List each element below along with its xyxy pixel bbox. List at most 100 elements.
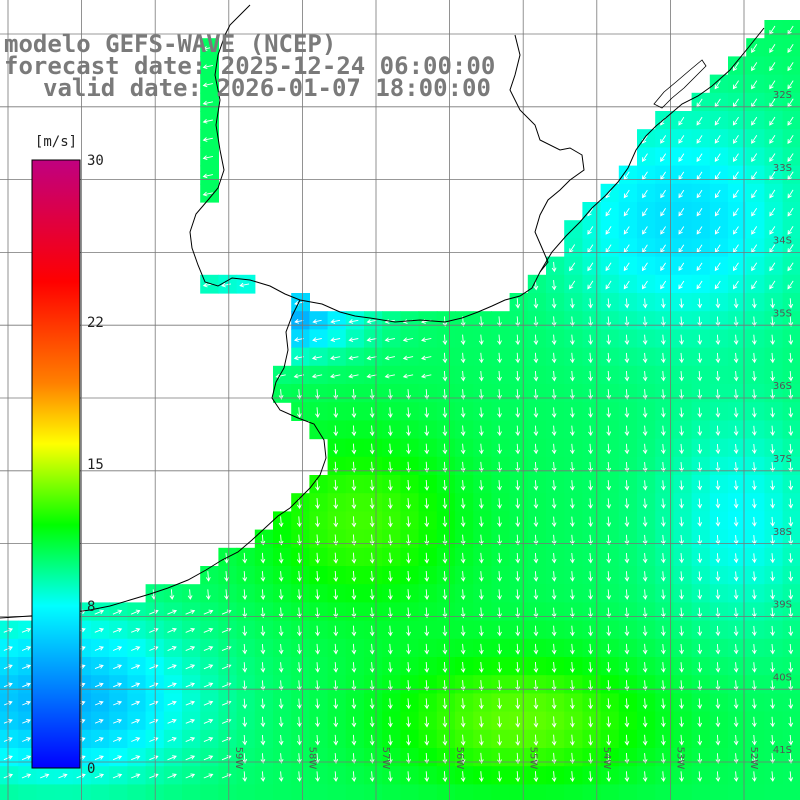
speed-cell xyxy=(746,147,765,167)
speed-cell xyxy=(564,547,583,567)
speed-cell xyxy=(364,729,383,749)
wind-arrow xyxy=(770,371,775,382)
wind-arrow xyxy=(533,625,539,637)
wind-arrow xyxy=(460,498,466,509)
wind-arrow xyxy=(569,389,575,400)
speed-cell xyxy=(564,493,583,512)
speed-cell xyxy=(764,220,784,239)
speed-cell xyxy=(509,420,529,440)
speed-cell xyxy=(764,293,784,312)
wind-arrow xyxy=(588,316,593,327)
wind-arrow xyxy=(442,589,448,600)
speed-cell xyxy=(345,420,365,440)
wind-arrow xyxy=(260,552,266,564)
wind-arrow xyxy=(787,153,794,163)
wind-arrow xyxy=(94,718,104,724)
speed-cell xyxy=(618,402,638,421)
speed-cell xyxy=(600,566,620,585)
speed-cell xyxy=(764,729,784,749)
speed-cell xyxy=(436,748,456,767)
wind-arrow xyxy=(424,389,430,400)
speed-cell xyxy=(364,784,383,800)
speed-cell xyxy=(655,183,674,203)
speed-cell xyxy=(600,729,620,749)
speed-cell xyxy=(291,566,310,585)
wind-arrow xyxy=(588,407,593,418)
wind-arrow xyxy=(424,552,430,564)
speed-cell xyxy=(582,420,602,440)
wind-arrow xyxy=(569,643,575,655)
wind-arrow xyxy=(333,407,339,418)
speed-cell xyxy=(473,620,492,640)
speed-cell xyxy=(691,420,711,440)
speed-cell xyxy=(582,202,602,221)
wind-arrow xyxy=(697,462,703,473)
wind-arrow xyxy=(384,337,395,343)
speed-cell xyxy=(582,493,602,512)
wind-arrow xyxy=(515,752,521,764)
wind-arrow xyxy=(660,516,666,527)
wind-arrow xyxy=(787,43,794,53)
wind-arrow xyxy=(624,334,630,345)
wind-arrow xyxy=(733,571,739,582)
wind-arrow xyxy=(715,334,721,346)
wind-arrow xyxy=(351,534,357,546)
wind-arrow xyxy=(402,373,414,379)
speed-cell xyxy=(728,584,747,603)
wind-arrow xyxy=(642,607,648,619)
wind-arrow xyxy=(642,462,648,473)
wind-arrow xyxy=(296,589,302,600)
wind-arrow xyxy=(551,298,557,309)
wind-arrow xyxy=(315,552,320,564)
wind-arrow xyxy=(606,643,612,655)
wind-arrow xyxy=(679,553,684,564)
speed-cell xyxy=(746,183,765,203)
wind-arrow xyxy=(515,552,521,564)
lat-label: 39S xyxy=(773,600,792,611)
speed-cell xyxy=(546,456,565,476)
speed-cell xyxy=(637,566,656,585)
speed-cell xyxy=(564,347,583,367)
wind-arrow xyxy=(770,680,775,691)
wind-arrow xyxy=(697,443,703,455)
wind-arrow xyxy=(533,425,539,437)
speed-cell xyxy=(72,784,92,800)
wind-arrow xyxy=(94,646,104,651)
speed-cell xyxy=(728,56,747,76)
wind-arrow xyxy=(624,771,630,782)
wind-arrow xyxy=(442,498,448,510)
lon-label: 53W xyxy=(675,747,686,770)
speed-cell xyxy=(291,657,310,676)
wind-arrow xyxy=(733,262,739,272)
wind-arrow xyxy=(642,734,648,746)
speed-cell xyxy=(327,475,347,494)
wind-arrow xyxy=(312,337,322,343)
wind-arrow xyxy=(679,571,684,582)
wind-arrow xyxy=(315,407,320,418)
speed-cell xyxy=(655,584,674,603)
wind-arrow xyxy=(387,589,393,601)
speed-cell xyxy=(309,675,329,694)
speed-cell xyxy=(728,438,747,458)
speed-cell xyxy=(473,456,492,476)
speed-cell xyxy=(673,129,693,148)
wind-arrow xyxy=(697,662,703,673)
speed-cell xyxy=(382,475,401,494)
wind-arrow xyxy=(478,370,484,382)
speed-cell xyxy=(509,511,529,531)
speed-cell xyxy=(637,238,656,258)
wind-arrow xyxy=(715,771,721,782)
speed-cell xyxy=(527,329,547,349)
wind-arrow xyxy=(751,480,757,491)
wind-arrow xyxy=(733,698,739,710)
speed-cell xyxy=(746,111,765,130)
speed-cell xyxy=(728,329,747,349)
speed-cell xyxy=(546,365,565,385)
speed-cell xyxy=(764,475,784,494)
wind-arrow xyxy=(296,698,302,710)
speed-cell xyxy=(473,675,492,694)
speed-cell xyxy=(400,547,420,567)
wind-arrow xyxy=(715,734,721,746)
speed-cell xyxy=(254,693,274,713)
wind-arrow xyxy=(697,771,703,782)
